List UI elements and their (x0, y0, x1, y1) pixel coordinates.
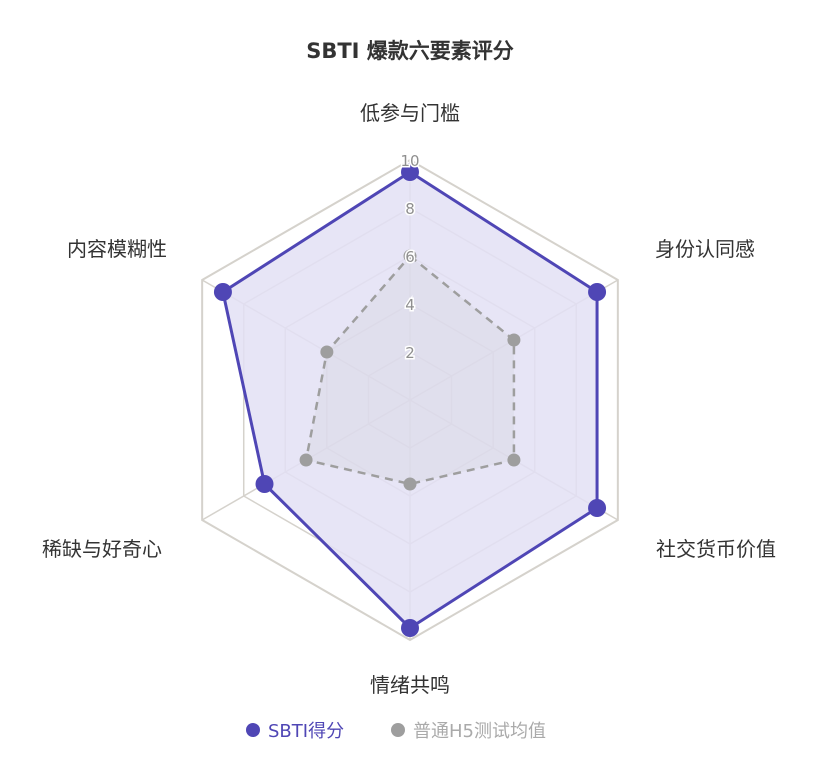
axis-label-content-ambiguity: 内容模糊性 (67, 237, 167, 261)
legend-label-sbti: SBTI得分 (268, 721, 344, 742)
series-0-point-4 (255, 475, 274, 493)
legend-label-average: 普通H5测试均值 (413, 721, 546, 742)
axis-label-low-barrier: 低参与门槛 (360, 101, 460, 125)
series-1-point-3 (403, 477, 417, 491)
radar-series-layer (213, 163, 607, 637)
legend-item-average[interactable]: 普通H5测试均值 (391, 721, 546, 742)
legend-item-sbti[interactable]: SBTI得分 (246, 721, 344, 742)
legend: SBTI得分 普通H5测试均值 (246, 721, 546, 742)
series-1-point-5 (320, 345, 334, 359)
tick-label-8: 8 (405, 200, 415, 218)
tick-label-4: 4 (405, 296, 415, 314)
tick-label-10: 10 (400, 152, 419, 170)
series-0-point-2 (588, 499, 607, 517)
tick-label-2: 2 (405, 344, 415, 362)
series-1-point-2 (507, 453, 521, 467)
axis-label-social-currency: 社交货币价值 (656, 537, 776, 561)
tick-label-6: 6 (405, 248, 415, 266)
series-0-point-3 (401, 619, 419, 637)
legend-marker-sbti (246, 723, 260, 737)
series-0-point-1 (588, 283, 607, 301)
chart-title: SBTI 爆款六要素评分 (306, 39, 514, 63)
series-0-point-5 (213, 283, 232, 301)
axis-label-scarcity-curiosity: 稀缺与好奇心 (42, 537, 162, 561)
series-1-point-4 (299, 453, 313, 467)
axis-label-emotional-resonance: 情绪共鸣 (370, 673, 450, 697)
series-0-point-0 (401, 163, 419, 181)
axis-label-identity: 身份认同感 (655, 237, 755, 261)
series-1-point-0 (403, 249, 417, 263)
series-1-point-1 (507, 333, 521, 347)
legend-marker-average (391, 723, 405, 737)
radial-tick-labels: 2 4 6 8 10 (399, 151, 421, 364)
